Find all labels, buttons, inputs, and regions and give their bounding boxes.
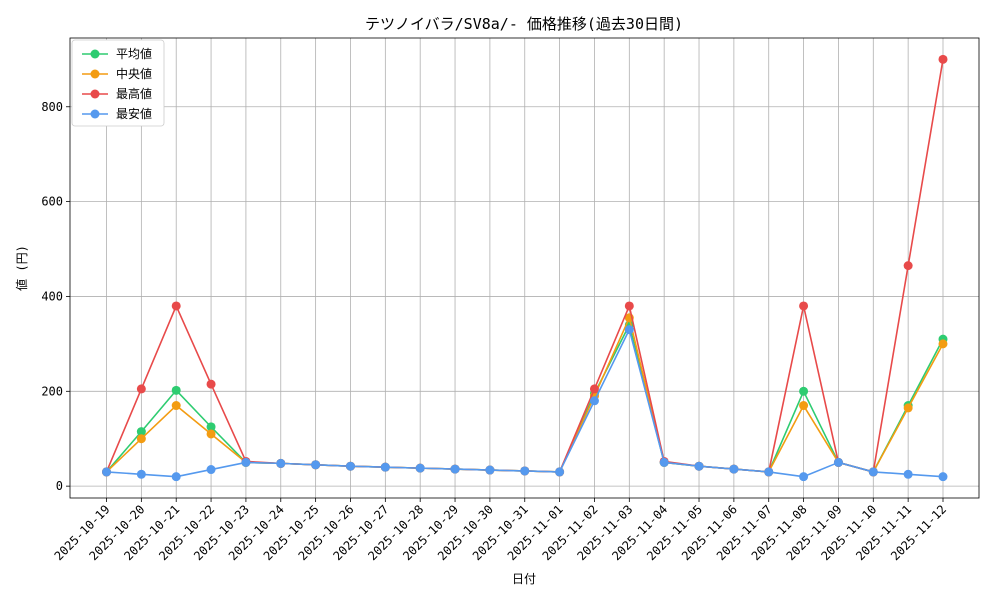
- data-point: [799, 301, 809, 311]
- data-point: [589, 396, 599, 406]
- legend-swatch-marker: [90, 109, 100, 119]
- data-point: [136, 434, 146, 444]
- data-point: [136, 427, 146, 437]
- tick-layer: 2025-10-192025-10-202025-10-212025-10-22…: [41, 100, 949, 563]
- data-point: [206, 379, 216, 389]
- data-point: [764, 467, 774, 477]
- data-point: [903, 403, 913, 413]
- legend-swatch-marker: [90, 49, 100, 59]
- data-point: [241, 457, 251, 467]
- data-point: [415, 463, 425, 473]
- data-point: [799, 472, 809, 482]
- legend-entry-label: 最高値: [116, 86, 152, 101]
- data-point: [555, 467, 565, 477]
- legend-swatch-marker: [90, 89, 100, 99]
- data-point: [206, 429, 216, 439]
- data-point: [206, 465, 216, 475]
- data-point: [171, 301, 181, 311]
- y-axis-label: 値 (円): [14, 245, 29, 291]
- data-point: [589, 384, 599, 394]
- legend-swatch-marker: [90, 69, 100, 79]
- data-point: [938, 472, 948, 482]
- data-point: [136, 384, 146, 394]
- data-point: [520, 466, 530, 476]
- data-point: [311, 460, 321, 470]
- data-point: [868, 467, 878, 477]
- data-point: [276, 458, 286, 468]
- data-point: [171, 472, 181, 482]
- data-point: [833, 457, 843, 467]
- data-point: [938, 54, 948, 64]
- y-tick-label: 0: [56, 479, 63, 493]
- y-tick-label: 400: [41, 289, 63, 303]
- data-point: [903, 261, 913, 271]
- y-tick-label: 600: [41, 195, 63, 209]
- data-point: [799, 386, 809, 396]
- data-point: [624, 325, 634, 335]
- legend-box: [71, 39, 165, 127]
- data-point: [659, 457, 669, 467]
- data-point: [485, 465, 495, 475]
- data-point: [102, 467, 111, 477]
- data-point: [450, 464, 460, 474]
- data-point: [171, 385, 181, 395]
- data-point: [380, 462, 390, 472]
- x-axis-label: 日付: [512, 572, 536, 586]
- y-tick-label: 200: [41, 384, 63, 398]
- data-point: [345, 461, 355, 471]
- legend-entry-label: 中央値: [116, 66, 152, 81]
- data-point: [171, 401, 181, 411]
- legend-entry-label: 平均値: [116, 46, 152, 61]
- y-tick-label: 800: [41, 100, 63, 114]
- data-point: [938, 339, 948, 349]
- grid-layer: [70, 38, 979, 498]
- data-point: [729, 464, 739, 474]
- data-point: [206, 422, 216, 432]
- data-point: [799, 401, 809, 411]
- data-point: [694, 461, 704, 471]
- data-point: [136, 469, 146, 479]
- series-layer: [102, 54, 948, 482]
- chart-title: テツノイバラ/SV8a/- 価格推移(過去30日間): [365, 15, 683, 33]
- data-point: [624, 301, 634, 311]
- data-point: [903, 469, 913, 479]
- legend-entry-label: 最安値: [116, 106, 152, 121]
